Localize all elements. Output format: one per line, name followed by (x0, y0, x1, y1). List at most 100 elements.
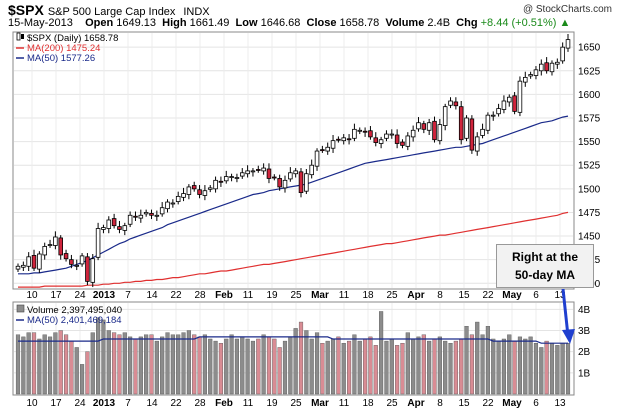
volume-icon (16, 304, 25, 313)
volume-bar (288, 336, 293, 395)
candle-body (539, 63, 544, 72)
candle-body (63, 253, 69, 260)
x-tick-label: 17 (50, 398, 62, 409)
candle-icon (21, 34, 24, 39)
candle-body (405, 135, 411, 147)
x-tick-label: 2013 (93, 398, 116, 409)
x-tick-label: 2013 (93, 290, 116, 301)
volume-bar (266, 336, 272, 395)
volume-bar (37, 338, 42, 395)
candle-body (159, 207, 165, 215)
volume-value: 2.4B (427, 17, 451, 29)
volume-bar (154, 340, 159, 395)
volume-bar (405, 332, 410, 395)
volume-bar (336, 336, 341, 395)
candle-body (170, 202, 176, 205)
volume-bar (491, 338, 496, 395)
x-tick-label: Apr (407, 290, 424, 301)
volume-bar (74, 347, 79, 395)
volume-bar (261, 334, 266, 395)
candle-body (378, 139, 384, 144)
x-tick-label: 7 (125, 290, 131, 301)
volume-tick-label: 2B (578, 347, 591, 358)
chart-header: $SPX S&P 500 Large Cap Index INDX @ Stock… (0, 0, 620, 34)
volume-bar (224, 338, 229, 395)
legend-label: MA(50) 1577.26 (27, 53, 95, 64)
volume-bar (373, 345, 378, 395)
candle-body (154, 214, 160, 217)
volume-bar (218, 343, 223, 395)
candle-body (213, 179, 218, 190)
volume-bar (213, 340, 218, 395)
x-tick-label: Apr (407, 398, 424, 409)
x-tick-label: 25 (386, 398, 398, 409)
volume-bar (427, 340, 432, 395)
x-tick-label: 22 (170, 398, 182, 409)
volume-bar (80, 364, 85, 395)
x-tick-label: 11 (243, 398, 254, 409)
volume-bar (512, 340, 517, 395)
x-tick-label: Mar (311, 290, 329, 301)
candle-body (485, 114, 491, 131)
price-panel-frame (12, 31, 575, 290)
candle-body (512, 95, 517, 112)
volume-bars (15, 311, 571, 395)
candlesticks (15, 33, 571, 288)
volume-bar (106, 330, 111, 395)
candle-body (143, 212, 149, 215)
annotation-line-2: 50-day MA (514, 268, 576, 282)
candle-body (368, 130, 373, 138)
volume-y-axis: 1B 2B 3B 4B (578, 305, 591, 379)
volume-bar (250, 340, 256, 395)
x-tick-label: Feb (215, 398, 233, 409)
candle-body (565, 39, 571, 49)
volume-bar (501, 338, 506, 395)
x-tick-label: 6 (533, 290, 539, 301)
volume-tick-label: 1B (578, 368, 591, 379)
volume-bar (421, 334, 426, 395)
volume-bar (197, 336, 202, 395)
x-tick-label: 17 (50, 290, 62, 301)
volume-ma50-line (18, 336, 568, 344)
candle-body (309, 164, 314, 176)
x-tick-label: 25 (386, 290, 398, 301)
volume-bar (15, 334, 21, 395)
x-tick-label: Feb (215, 290, 233, 301)
volume-bar (480, 334, 485, 395)
candle-body (341, 137, 346, 142)
ma200-line (18, 211, 569, 288)
volume-tick-label: 4B (578, 305, 591, 316)
volume-bar (186, 330, 191, 395)
x-tick-label: May (502, 398, 522, 409)
candle-body (352, 128, 357, 139)
candle-body (458, 106, 464, 141)
candle-body (138, 214, 144, 219)
volume-bar (400, 343, 405, 395)
x-tick-label: 14 (146, 290, 158, 301)
candle-body (336, 138, 341, 141)
candle-body (533, 69, 539, 76)
volume-bar (496, 340, 501, 395)
price-tick-label: 1575 (578, 114, 601, 125)
x-tick-label: 14 (146, 398, 158, 409)
close-value: 1658.78 (339, 17, 380, 29)
candle-body (421, 123, 427, 130)
ticker-exchange: INDX (183, 6, 210, 18)
low-value: 1646.68 (260, 17, 301, 29)
candle-body (464, 117, 469, 139)
volume-bar (192, 334, 197, 395)
volume-bar (149, 334, 154, 395)
candle-body (384, 133, 389, 139)
candle-body (181, 193, 186, 198)
open-value: 1649.13 (116, 17, 157, 29)
candle-body (74, 264, 80, 267)
volume-bar (63, 334, 69, 395)
volume-bar (448, 343, 453, 395)
x-tick-label: 11 (339, 290, 350, 301)
volume-bar (309, 338, 314, 395)
candle-body (453, 101, 459, 107)
x-tick-label: 18 (362, 398, 374, 409)
annotation-arrow (561, 288, 570, 337)
candle-body (79, 255, 85, 265)
